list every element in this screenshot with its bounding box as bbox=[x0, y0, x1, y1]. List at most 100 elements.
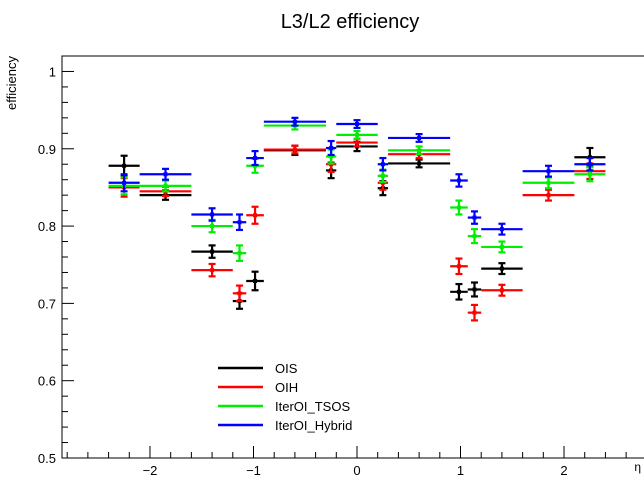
data-point bbox=[191, 207, 233, 222]
legend-label: IterOI_TSOS bbox=[275, 399, 350, 414]
x-tick-label: −1 bbox=[246, 463, 261, 478]
point-marker bbox=[587, 172, 592, 177]
point-marker bbox=[292, 147, 297, 152]
y-tick-label: 0.6 bbox=[38, 374, 56, 389]
data-point bbox=[481, 262, 523, 276]
data-point bbox=[522, 164, 575, 178]
point-marker bbox=[456, 289, 461, 294]
point-marker bbox=[122, 163, 127, 168]
point-marker bbox=[472, 234, 477, 239]
data-point bbox=[481, 222, 523, 236]
y-tick-label: 0.8 bbox=[38, 219, 56, 234]
point-marker bbox=[587, 162, 592, 167]
data-point bbox=[139, 167, 192, 181]
point-marker bbox=[472, 287, 477, 292]
point-marker bbox=[355, 122, 359, 127]
series-oih bbox=[108, 137, 606, 322]
data-point bbox=[139, 179, 192, 193]
data-point bbox=[450, 257, 468, 276]
plot-frame bbox=[61, 55, 644, 459]
data-point bbox=[388, 145, 451, 156]
data-point bbox=[450, 173, 468, 188]
point-marker bbox=[456, 205, 461, 210]
point-marker bbox=[546, 193, 551, 198]
data-point bbox=[467, 228, 482, 245]
x-axis-label: η bbox=[634, 460, 641, 474]
x-tick-label: 0 bbox=[353, 463, 360, 478]
data-point bbox=[450, 282, 468, 301]
data-point bbox=[467, 281, 482, 298]
data-point bbox=[191, 244, 233, 259]
data-point bbox=[108, 154, 140, 177]
data-point bbox=[246, 270, 264, 292]
data-point bbox=[232, 244, 247, 262]
data-point bbox=[246, 205, 264, 225]
point-marker bbox=[499, 244, 504, 249]
legend: OIS OIH IterOI_TSOS IterOI_Hybrid bbox=[218, 361, 352, 433]
point-marker bbox=[499, 288, 504, 293]
data-point bbox=[263, 116, 326, 127]
data-point bbox=[522, 176, 575, 190]
point-marker bbox=[253, 213, 258, 218]
point-marker bbox=[329, 145, 334, 150]
y-tick-label: 0.9 bbox=[38, 142, 56, 157]
data-point bbox=[336, 129, 378, 140]
data-point bbox=[481, 283, 523, 297]
data-point bbox=[388, 158, 451, 169]
point-marker bbox=[499, 227, 504, 232]
data-point bbox=[522, 188, 575, 202]
point-marker bbox=[472, 310, 477, 315]
x-tick-label: 1 bbox=[457, 463, 464, 478]
point-marker bbox=[210, 249, 215, 254]
point-marker bbox=[355, 140, 359, 145]
y-tick-label: 0.7 bbox=[38, 296, 56, 311]
point-marker bbox=[355, 132, 359, 137]
legend-label: OIS bbox=[275, 361, 298, 376]
x-tick-label: 2 bbox=[560, 463, 567, 478]
point-marker bbox=[472, 215, 477, 220]
data-point bbox=[467, 210, 482, 225]
x-tick-label: −2 bbox=[143, 463, 158, 478]
data-series bbox=[108, 116, 606, 322]
y-axis-label: efficiency bbox=[4, 56, 19, 110]
point-marker bbox=[210, 212, 215, 217]
point-marker bbox=[237, 251, 242, 256]
point-marker bbox=[292, 119, 297, 124]
point-marker bbox=[456, 178, 461, 183]
point-marker bbox=[417, 148, 422, 153]
point-marker bbox=[253, 278, 258, 283]
point-marker bbox=[417, 135, 422, 140]
data-point bbox=[467, 303, 482, 322]
point-marker bbox=[417, 161, 422, 166]
point-marker bbox=[210, 268, 215, 273]
legend-label: IterOI_Hybrid bbox=[275, 418, 352, 433]
legend-label: OIH bbox=[275, 380, 298, 395]
data-point bbox=[263, 144, 326, 155]
series-ois bbox=[108, 140, 606, 310]
chart-title: L3/L2 efficiency bbox=[281, 11, 420, 33]
point-marker bbox=[163, 183, 168, 188]
point-marker bbox=[163, 172, 168, 177]
data-point bbox=[336, 137, 378, 148]
point-marker bbox=[237, 220, 242, 225]
data-point bbox=[232, 213, 247, 232]
data-point bbox=[481, 240, 523, 254]
point-marker bbox=[380, 162, 385, 167]
point-marker bbox=[210, 224, 215, 229]
axis-ticks: 0.5 0.6 0.7 0.8 0.9 1 −2 −1 0 1 2 bbox=[38, 55, 627, 478]
data-point bbox=[191, 262, 233, 278]
data-point bbox=[377, 156, 389, 172]
data-point bbox=[232, 284, 247, 303]
data-point bbox=[108, 173, 140, 193]
y-tick-label: 0.5 bbox=[38, 451, 56, 466]
point-marker bbox=[122, 180, 127, 185]
data-point bbox=[336, 119, 378, 129]
point-marker bbox=[253, 156, 258, 161]
point-marker bbox=[237, 291, 242, 296]
point-marker bbox=[499, 266, 504, 271]
point-marker bbox=[546, 180, 551, 185]
point-marker bbox=[456, 264, 461, 269]
data-point bbox=[388, 132, 451, 143]
data-point bbox=[450, 199, 468, 216]
